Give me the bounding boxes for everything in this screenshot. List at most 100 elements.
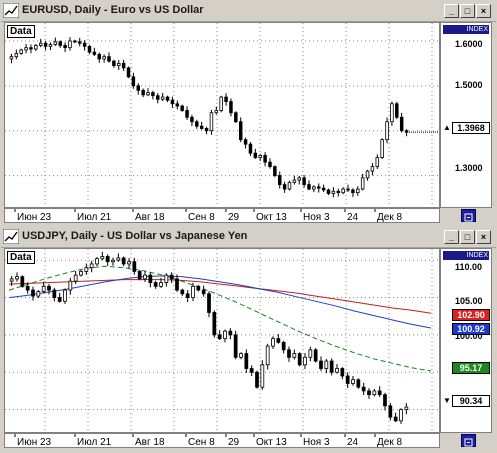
usdjpy-plot-area[interactable]: Data [4, 248, 440, 433]
candle-body [404, 130, 409, 133]
candle-body [136, 85, 141, 91]
candle-body [100, 256, 105, 260]
shift-icon [464, 438, 473, 447]
x-tick-label: Июл 21 [77, 437, 112, 447]
candle-body [199, 125, 204, 129]
candle-body [19, 49, 23, 54]
candle-body [243, 139, 248, 145]
time-axis-labels: Июн 23 Июл 21 Авг 18 Сен 8 29 Окт 13 Ноя 3 24 Де… [14, 209, 402, 222]
chart-window-icon [3, 3, 19, 18]
candle-body [228, 330, 233, 336]
eurusd-titlebar[interactable]: EURUSD, Daily - Euro vs US Dollar _ □ × [1, 1, 496, 22]
candle-body [190, 116, 194, 123]
candle-body [302, 177, 306, 185]
candle-body [388, 405, 393, 418]
eurusd-time-axis[interactable]: Июн 23 Июл 21 Авг 18 Сен 8 29 Окт 13 Ноя 3 24 Де… [4, 208, 440, 223]
candle-body [253, 152, 258, 159]
usdjpy-titlebar[interactable]: USDJPY, Daily - US Dollar vs Japanese Ye… [1, 227, 496, 248]
maximize-button[interactable]: □ [460, 230, 475, 244]
candle-body [153, 282, 158, 287]
eurusd-plot-area[interactable]: Data [4, 22, 440, 208]
candle-body [195, 121, 199, 127]
candle-body [127, 261, 131, 265]
candle-body [121, 62, 126, 69]
candle-body [303, 356, 307, 366]
candle-body [180, 289, 185, 295]
x-tick-label: Июл 21 [77, 212, 112, 222]
price-arrow-icon: ▼ [443, 396, 451, 405]
candle-body [312, 186, 316, 190]
maximize-button[interactable]: □ [460, 4, 475, 18]
candle-body [248, 143, 253, 154]
x-tick-label: Окт 13 [256, 437, 287, 447]
candle-body [329, 360, 334, 373]
moving-average-line [8, 275, 432, 329]
candle-body [87, 45, 92, 53]
candle-body [25, 285, 30, 291]
minimize-icon: _ [448, 232, 454, 242]
candle-body [370, 166, 375, 172]
candle-body [356, 188, 360, 194]
candle-body [160, 96, 165, 100]
candle-body [79, 271, 83, 276]
moving-average-line [8, 279, 432, 314]
candle-body [185, 110, 189, 118]
usdjpy-price-axis[interactable]: INDEX 110.00 105.00 100.00 102.90 100.92… [440, 248, 492, 433]
candle-body [229, 101, 233, 114]
close-button[interactable]: × [476, 230, 491, 244]
candle-body [383, 394, 387, 407]
candle-body [9, 278, 14, 282]
candle-body [292, 353, 297, 358]
current-price-box: 1.3968 [452, 122, 490, 134]
usdjpy-chart-window[interactable]: USDJPY, Daily - US Dollar vs Japanese Ye… [0, 226, 497, 451]
candle-body [47, 285, 51, 291]
x-tick-label: Сен 8 [188, 212, 215, 222]
candle-body [331, 190, 336, 194]
eurusd-chart-window[interactable]: EURUSD, Daily - Euro vs US Dollar _ □ × … [0, 0, 497, 226]
candle-body [268, 161, 272, 168]
candle-body [281, 341, 286, 351]
candle-body [148, 274, 153, 284]
candle-body [367, 390, 371, 396]
candle-body [29, 47, 33, 50]
candle-body [112, 60, 116, 67]
candle-body [73, 40, 77, 43]
candle-body [255, 371, 259, 388]
minimize-button[interactable]: _ [444, 230, 459, 244]
candle-body [175, 103, 180, 107]
chart-shift-button[interactable] [461, 209, 476, 222]
candle-body [224, 96, 228, 102]
data-window-label[interactable]: Data [7, 251, 35, 264]
candle-body [53, 41, 58, 45]
usdjpy-time-axis[interactable]: Июн 23 Июл 21 Авг 18 Сен 8 29 Окт 13 Ноя 3 24 Де… [4, 433, 440, 448]
x-tick-label: 24 [347, 437, 359, 447]
candle-body [297, 177, 301, 181]
chart-shift-button[interactable] [461, 434, 476, 447]
candle-body [169, 274, 174, 280]
candle-body [317, 186, 321, 189]
candle-body [219, 96, 223, 111]
minimize-button[interactable]: _ [444, 4, 459, 18]
candle-body [336, 190, 341, 194]
close-button[interactable]: × [476, 4, 491, 18]
candle-body [36, 291, 41, 297]
candle-body [372, 390, 377, 396]
candle-body [365, 170, 370, 179]
candle-body [277, 175, 282, 185]
candle-body [282, 184, 287, 190]
candle-body [156, 95, 160, 100]
candle-body [385, 121, 389, 141]
candle-body [105, 256, 110, 263]
data-window-label[interactable]: Data [7, 25, 35, 38]
candle-body [111, 259, 115, 263]
candle-body [276, 338, 281, 343]
candle-body [191, 285, 195, 298]
candle-body [380, 139, 384, 159]
eurusd-price-axis[interactable]: INDEX 1.6000 1.5000 1.3000 ▲ 1.3968 [440, 22, 492, 208]
candle-body [324, 360, 329, 369]
candle-group [9, 251, 409, 424]
candle-body [223, 330, 227, 340]
candle-body [34, 45, 38, 50]
candle-body [399, 116, 404, 132]
candle-body [185, 293, 190, 298]
